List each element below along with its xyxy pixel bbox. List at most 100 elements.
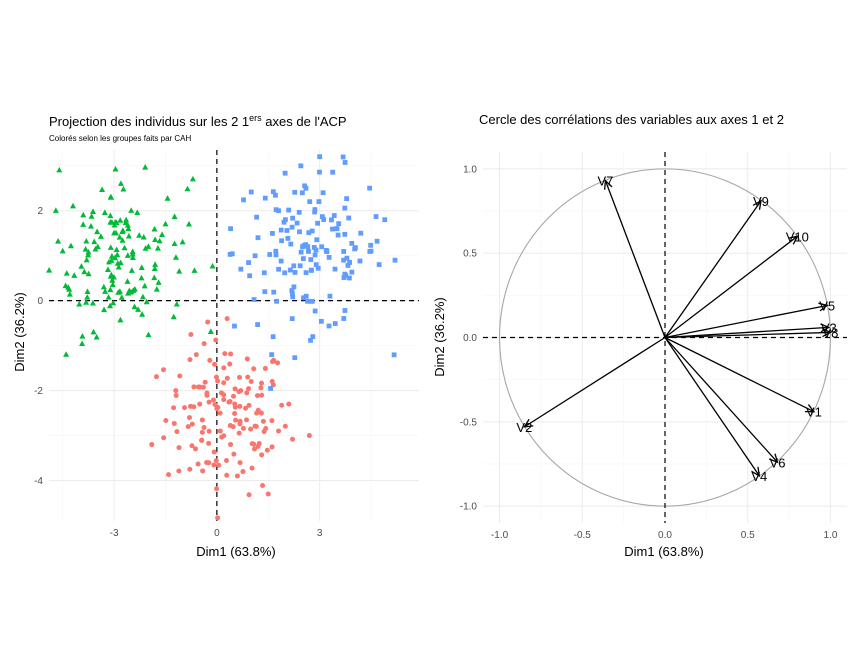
group-2-point bbox=[119, 237, 126, 243]
group-3-point bbox=[303, 270, 309, 276]
group-3-point bbox=[326, 323, 332, 329]
group-1-point bbox=[248, 426, 254, 432]
group-1-point bbox=[246, 492, 252, 498]
variable-v7-arrow: V7 bbox=[597, 174, 666, 338]
group-2-point bbox=[110, 299, 117, 306]
variable-label: V4 bbox=[751, 469, 767, 484]
group-3-point bbox=[346, 215, 352, 221]
group-2-point bbox=[107, 219, 114, 225]
group-3-point bbox=[286, 207, 292, 213]
group-1-point bbox=[276, 428, 282, 434]
group-2-point bbox=[85, 248, 92, 255]
group-3-point bbox=[297, 263, 303, 269]
group-3-point bbox=[289, 288, 295, 293]
y-tick-label: 0 bbox=[37, 296, 43, 307]
group-1-point bbox=[231, 393, 237, 399]
group-1-point bbox=[217, 410, 223, 416]
group-2-point bbox=[113, 246, 120, 253]
group-2-point bbox=[115, 289, 122, 295]
group-3-point bbox=[308, 257, 314, 262]
group-1-point bbox=[189, 443, 195, 449]
group-1-point bbox=[197, 401, 203, 407]
group-3-point bbox=[273, 192, 278, 198]
group-2-point bbox=[85, 251, 92, 258]
group-1-point bbox=[161, 435, 167, 441]
group-3-point bbox=[292, 269, 298, 275]
group-1-point bbox=[249, 441, 255, 447]
group-3-point bbox=[301, 243, 307, 249]
group-3-point bbox=[268, 386, 273, 391]
individuals-chart-title: Projection des individus sur les 2 1ers … bbox=[49, 113, 347, 129]
group-1-point bbox=[177, 373, 183, 379]
group-3-point bbox=[342, 308, 348, 313]
group-3-point bbox=[289, 316, 295, 322]
group-2-point bbox=[85, 270, 92, 277]
group-2-point bbox=[209, 262, 216, 269]
group-3-point bbox=[306, 230, 312, 236]
group-1-point bbox=[224, 316, 230, 322]
group-1-point bbox=[237, 421, 243, 427]
individuals-tick-labels: -3 0 3 -4 -2 0 2 bbox=[34, 206, 323, 539]
group-1-point bbox=[252, 446, 258, 452]
group-1-point bbox=[224, 375, 230, 381]
group-1-point bbox=[174, 429, 180, 435]
group-2-point bbox=[129, 254, 136, 260]
group-3-point bbox=[313, 262, 319, 268]
group-3-point bbox=[344, 196, 350, 202]
y-tick-label: -0.5 bbox=[460, 417, 478, 428]
group-2-point bbox=[65, 284, 72, 290]
group-2-point bbox=[152, 236, 159, 242]
group-1-point bbox=[244, 417, 250, 423]
group-2-point bbox=[90, 328, 97, 335]
group-3-point bbox=[313, 247, 319, 253]
group-2-point bbox=[109, 277, 116, 283]
group-2-point bbox=[107, 212, 114, 219]
group-3-point bbox=[298, 249, 304, 255]
individuals-points bbox=[46, 154, 398, 521]
group-1-point bbox=[193, 352, 199, 358]
group-3-point bbox=[261, 270, 267, 276]
group-3-point bbox=[376, 262, 382, 268]
group-1-point bbox=[221, 380, 227, 386]
group-2-point bbox=[170, 313, 177, 320]
group-2-point bbox=[153, 286, 160, 292]
variable-v5-arrow: V5 bbox=[664, 298, 835, 339]
group-3-point bbox=[270, 189, 276, 195]
group-1-point bbox=[217, 428, 223, 434]
group-3-point bbox=[270, 334, 276, 340]
group-1-point bbox=[232, 401, 238, 407]
group-3-point bbox=[267, 252, 273, 257]
group-1-point bbox=[200, 468, 206, 474]
group-1-point bbox=[216, 462, 222, 468]
group-1-point bbox=[188, 403, 194, 409]
group-3-point bbox=[316, 199, 322, 205]
group-2-point bbox=[117, 180, 124, 186]
group-1-point bbox=[226, 399, 232, 405]
group-3-point bbox=[310, 334, 316, 340]
group-3-point bbox=[342, 205, 348, 211]
group-3-point bbox=[335, 232, 341, 238]
group-1-point bbox=[210, 397, 216, 403]
group-3-point bbox=[276, 208, 281, 214]
variable-label: V7 bbox=[597, 174, 613, 189]
group-3-point bbox=[276, 266, 282, 272]
individuals-x-axis-title: Dim1 (63.8%) bbox=[196, 544, 275, 559]
group-1-point bbox=[149, 442, 155, 448]
group-1-point bbox=[232, 411, 238, 417]
group-2-point bbox=[129, 248, 136, 254]
group-1-point bbox=[221, 365, 227, 371]
group-3-point bbox=[330, 169, 336, 175]
group-3-point bbox=[319, 244, 325, 250]
group-3-point bbox=[315, 220, 321, 226]
correlation-chart-title: Cercle des corrélations des variables au… bbox=[479, 112, 784, 127]
group-2-point bbox=[117, 259, 124, 266]
group-3-point bbox=[273, 207, 279, 213]
group-2-point bbox=[124, 278, 131, 284]
group-2-point bbox=[107, 302, 114, 309]
group-1-point bbox=[286, 401, 292, 407]
group-2-point bbox=[191, 267, 198, 273]
group-2-point bbox=[80, 211, 87, 218]
group-1-point bbox=[212, 361, 218, 367]
group-1-point bbox=[200, 384, 206, 390]
